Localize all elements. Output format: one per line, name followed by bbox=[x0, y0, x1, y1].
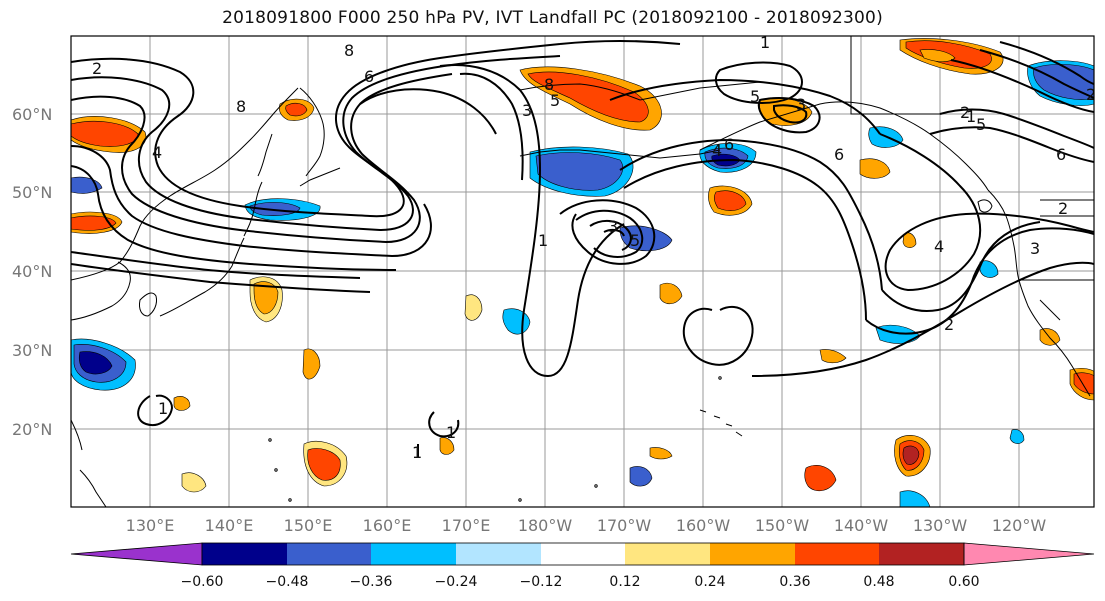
contour-label: 6 bbox=[1056, 145, 1066, 164]
contour-label: 5 bbox=[750, 87, 760, 106]
lon-label: 130°E bbox=[126, 516, 175, 535]
lon-label: 180°W bbox=[518, 516, 573, 535]
contour-label: 3 bbox=[1030, 239, 1040, 258]
contour-label: 4 bbox=[934, 237, 944, 256]
lon-label: 150°E bbox=[284, 516, 333, 535]
lon-label: 140°W bbox=[834, 516, 889, 535]
colorbar-segment bbox=[456, 543, 541, 565]
contour-label: 6 bbox=[724, 135, 734, 154]
lon-label: 160°W bbox=[676, 516, 731, 535]
contour-label: 5 bbox=[630, 231, 640, 250]
colorbar-tick: −0.12 bbox=[520, 574, 563, 590]
colorbar-outline bbox=[201, 542, 965, 566]
contour-label: 1 bbox=[760, 33, 770, 52]
shaded-anomalies bbox=[71, 38, 1094, 507]
contour-label: 2 bbox=[960, 103, 970, 122]
colorbar: −0.60 −0.48 −0.36 −0.24 −0.12 0.12 0.24 … bbox=[70, 542, 1095, 590]
lat-label: 20°N bbox=[12, 420, 52, 439]
contour-label: 5 bbox=[976, 115, 986, 134]
lon-label: 130°W bbox=[913, 516, 968, 535]
colorbar-tick: 0.12 bbox=[609, 574, 640, 590]
lon-label: 170°W bbox=[597, 516, 652, 535]
colorbar-segment bbox=[287, 543, 371, 565]
contour-label: 1 bbox=[446, 423, 456, 442]
contour-label: 2 bbox=[944, 315, 954, 334]
contour-label: 1 bbox=[966, 107, 976, 126]
contour-label: 1 bbox=[538, 231, 548, 250]
colorbar-tick: 0.48 bbox=[863, 574, 894, 590]
colorbar-segment bbox=[202, 543, 287, 565]
colorbar-tick: 0.60 bbox=[948, 574, 979, 590]
longitude-labels: 130°E 140°E 150°E 160°E 170°E 180°W 170°… bbox=[126, 516, 1047, 535]
coastlines bbox=[71, 36, 1094, 507]
pv-contours bbox=[71, 40, 1094, 458]
colorbar-tick: −0.24 bbox=[435, 574, 478, 590]
lon-label: 120°W bbox=[992, 516, 1047, 535]
colorbar-segment bbox=[541, 543, 625, 565]
colorbar-segment bbox=[795, 543, 879, 565]
lon-label: 170°E bbox=[442, 516, 491, 535]
contour-label: 8 bbox=[344, 41, 354, 60]
contour-label: 2 bbox=[1086, 85, 1096, 104]
lon-label: 150°W bbox=[755, 516, 810, 535]
colorbar-tick: −0.48 bbox=[266, 574, 309, 590]
lat-label: 60°N bbox=[12, 105, 52, 124]
lat-label: 40°N bbox=[12, 262, 52, 281]
colorbar-segment bbox=[879, 543, 964, 565]
lat-label: 30°N bbox=[12, 341, 52, 360]
colorbar-tick: −0.36 bbox=[350, 574, 393, 590]
colorbar-tick: 0.24 bbox=[694, 574, 725, 590]
colorbar-tick-labels: −0.60 −0.48 −0.36 −0.24 −0.12 0.12 0.24 … bbox=[181, 574, 980, 590]
contour-label: 8 bbox=[544, 75, 554, 94]
contour-label: 4 bbox=[152, 143, 162, 162]
contour-label: 6 bbox=[364, 67, 374, 86]
contour-label: 2 bbox=[92, 59, 102, 78]
contour-label: 3 bbox=[522, 101, 532, 120]
map-title: 2018091800 F000 250 hPa PV, IVT Landfall… bbox=[222, 8, 883, 28]
contour-label: 5 bbox=[550, 91, 560, 110]
colorbar-tick: 0.36 bbox=[779, 574, 810, 590]
contour-label: 6 bbox=[834, 145, 844, 164]
contour-label: 8 bbox=[236, 97, 246, 116]
colorbar-segment bbox=[625, 543, 710, 565]
colorbar-segment bbox=[710, 543, 795, 565]
lat-label: 50°N bbox=[12, 183, 52, 202]
contour-label: 2 bbox=[1058, 199, 1068, 218]
latitude-labels: 60°N 50°N 40°N 30°N 20°N bbox=[12, 105, 52, 439]
contour-label: 1 bbox=[412, 443, 422, 462]
contour-label: 4 bbox=[712, 141, 722, 160]
colorbar-tick: −0.60 bbox=[181, 574, 224, 590]
colorbar-segment-low-extend bbox=[70, 542, 203, 566]
colorbar-segment bbox=[371, 543, 456, 565]
lon-label: 140°E bbox=[205, 516, 254, 535]
lon-label: 160°E bbox=[363, 516, 412, 535]
map-frame bbox=[70, 35, 1095, 508]
contour-label: 3 bbox=[608, 217, 618, 236]
contour-label: 1 bbox=[158, 399, 168, 418]
contour-label: 3 bbox=[796, 95, 806, 114]
contour-labels: 2 8 6 4 3 5 8 6 4 5 3 6 2 1 8 6 1 5 4 3 … bbox=[92, 33, 1096, 462]
colorbar-segment-high-extend bbox=[963, 542, 1095, 566]
